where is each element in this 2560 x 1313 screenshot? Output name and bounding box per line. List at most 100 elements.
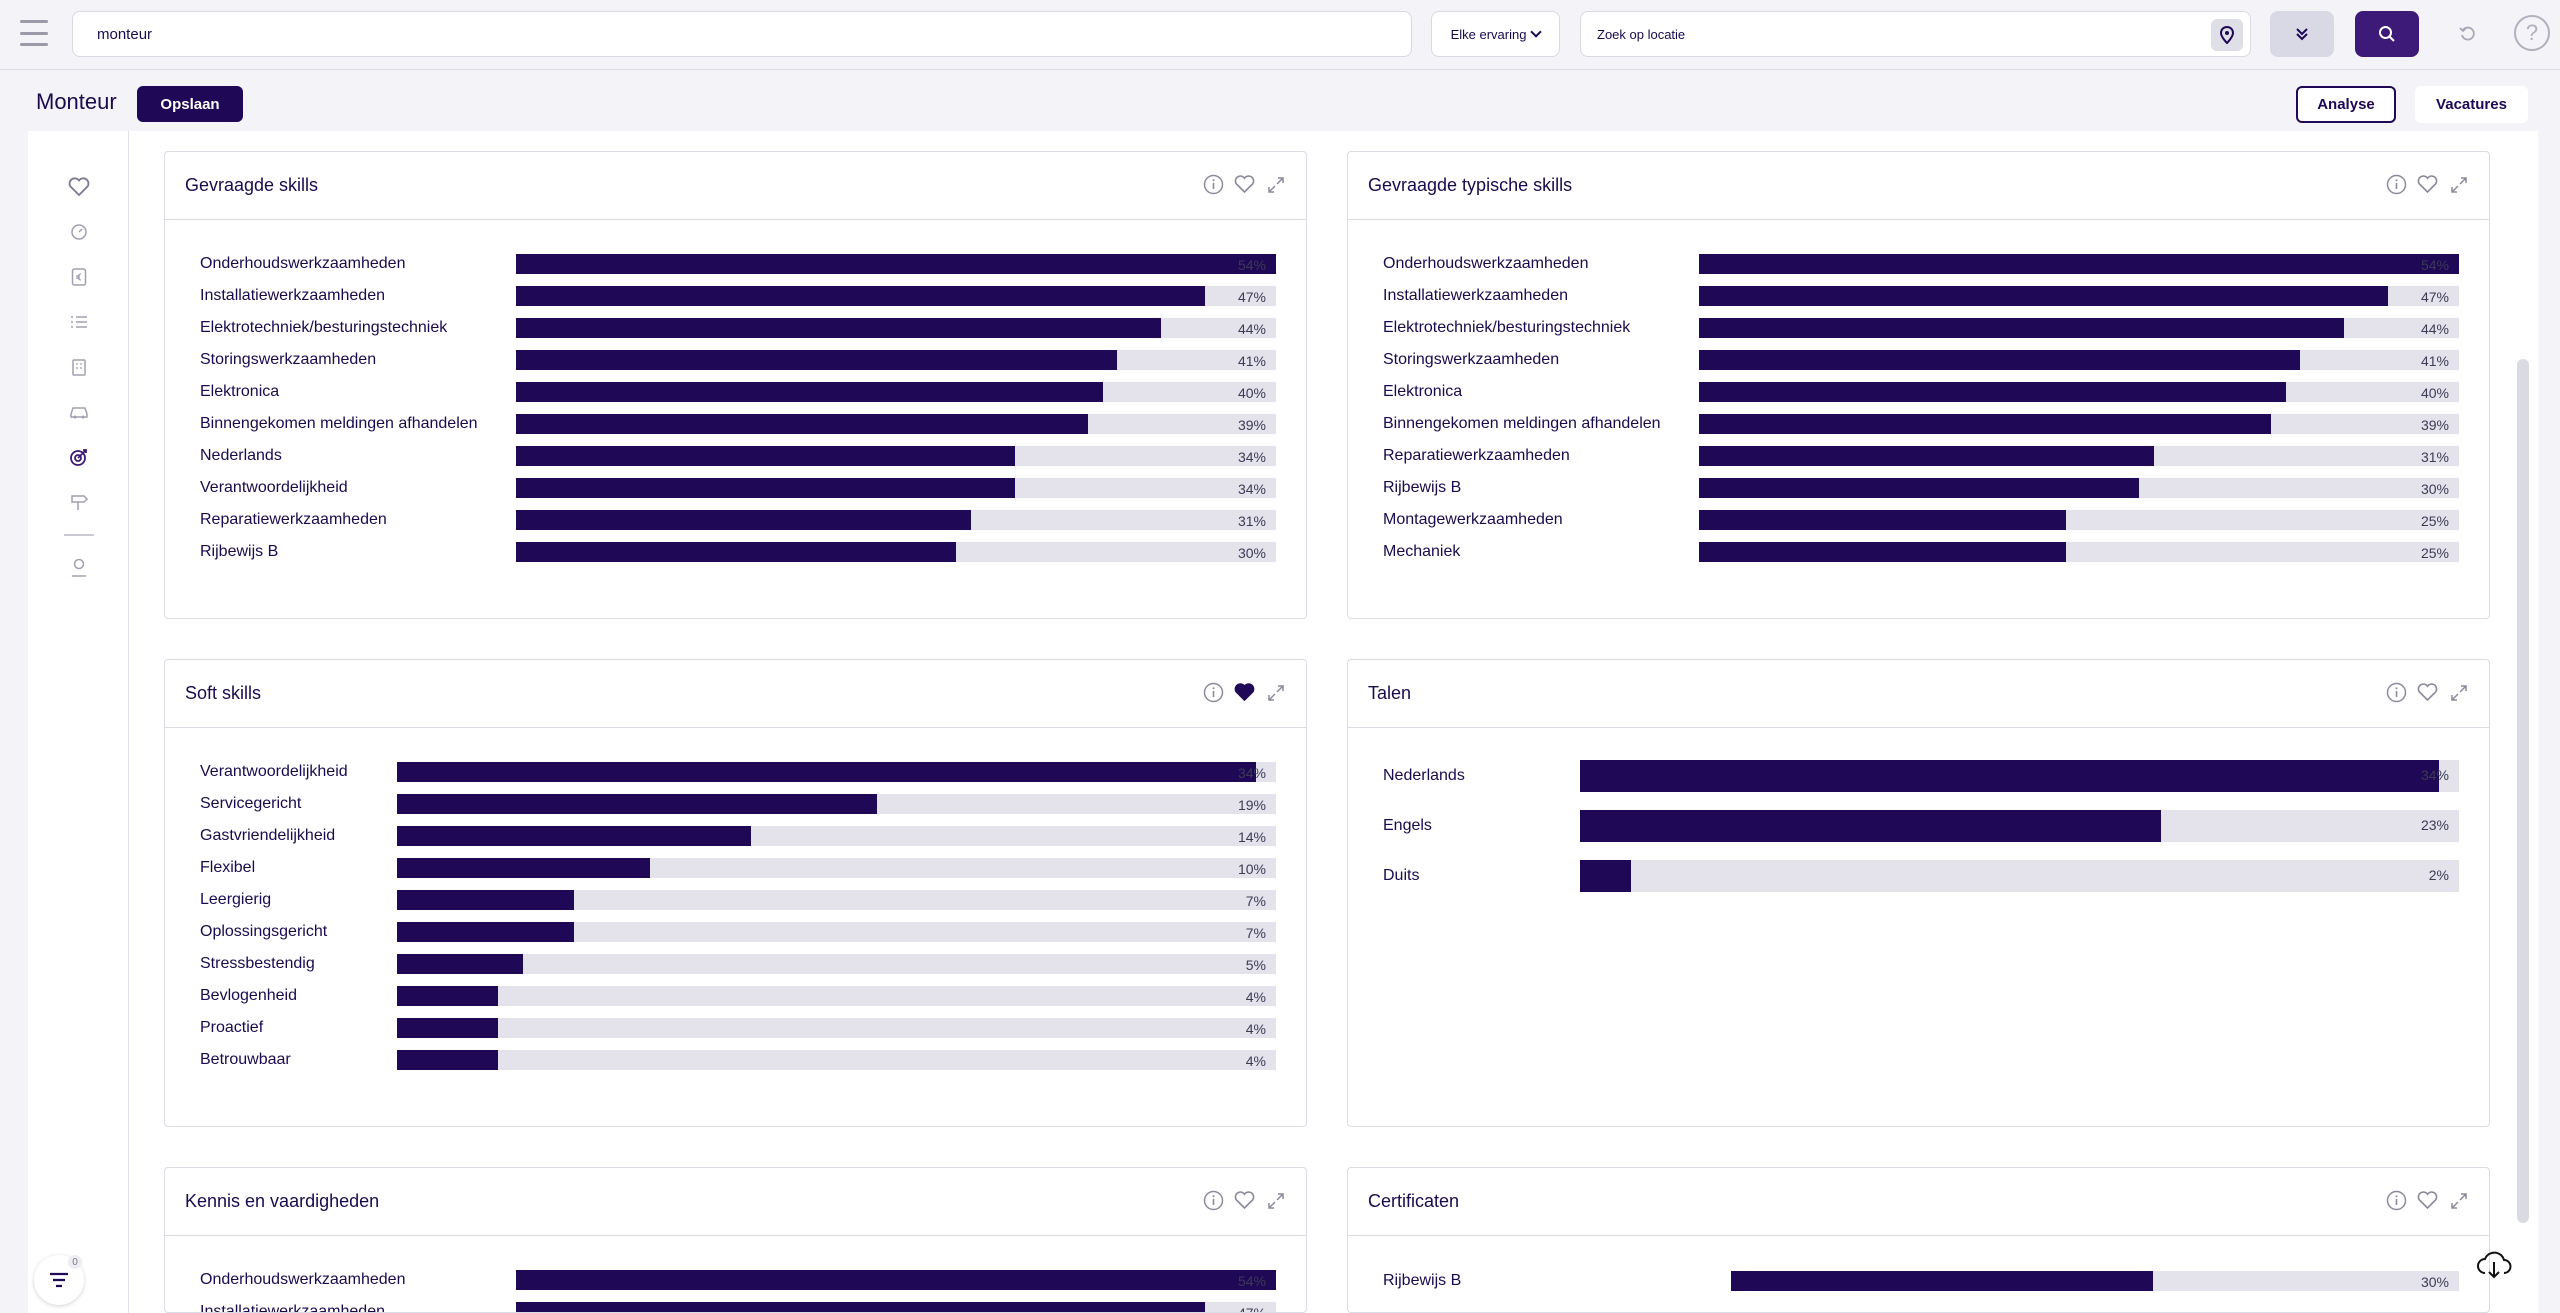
bar-row: Verantwoordelijkheid 34% — [200, 475, 1276, 507]
heart-filled-icon[interactable] — [1234, 682, 1255, 703]
bar-fill — [1699, 286, 2389, 306]
bar-list: Onderhoudswerkzaamheden 54% Installatiewer… — [200, 251, 1276, 571]
heart-icon[interactable] — [2417, 682, 2438, 703]
bar-percentage: 47% — [1237, 1305, 1266, 1313]
reset-icon[interactable] — [2452, 18, 2484, 50]
expand-icon[interactable] — [2448, 1190, 2469, 1211]
heart-icon[interactable] — [1234, 1190, 1255, 1211]
cloud-download-icon[interactable] — [2476, 1250, 2512, 1280]
info-icon[interactable] — [1203, 174, 1224, 195]
speedometer-icon[interactable] — [66, 219, 92, 245]
bar-fill — [397, 954, 524, 974]
bar-fill — [516, 318, 1162, 338]
info-icon[interactable] — [2386, 1190, 2407, 1211]
experience-select-label: Elke ervaring — [1450, 26, 1527, 42]
card-actions — [1203, 682, 1286, 703]
person-icon[interactable] — [66, 554, 92, 580]
bar-label: Oplossingsgericht — [200, 923, 328, 940]
bar-track: 31% — [1699, 446, 2459, 466]
expand-icon[interactable] — [1265, 1190, 1286, 1211]
bar-label: Installatiewerkzaamheden — [1383, 287, 1568, 304]
search-input[interactable]: monteur — [72, 11, 1412, 57]
bar-track: 7% — [397, 922, 1276, 942]
card-title: Soft skills — [185, 683, 262, 703]
bar-list: Rijbewijs B 30% — [1383, 1268, 2459, 1300]
bar-row: Rijbewijs B 30% — [1383, 475, 2459, 507]
menu-icon[interactable] — [20, 20, 48, 46]
bar-track: 2% — [1580, 860, 2459, 892]
bar-fill — [1580, 860, 1631, 892]
scrollbar[interactable] — [2517, 359, 2529, 1223]
heart-icon[interactable] — [66, 174, 92, 200]
bar-label: Servicegericht — [200, 795, 302, 812]
bar-track: 41% — [1699, 350, 2459, 370]
bar-percentage: 44% — [2420, 321, 2449, 337]
car-icon[interactable] — [66, 399, 92, 425]
bar-percentage: 34% — [1237, 481, 1266, 497]
bar-row: Proactief 4% — [200, 1015, 1276, 1047]
location-pin-icon[interactable] — [2211, 19, 2243, 51]
bar-label: Elektrotechniek/besturingstechniek — [200, 319, 448, 336]
bar-fill — [516, 414, 1089, 434]
help-icon[interactable]: ? — [2514, 15, 2550, 51]
bar-label: Reparatiewerkzaamheden — [1383, 447, 1570, 464]
bar-percentage: 5% — [1245, 957, 1266, 973]
bar-row: Stressbestendig 5% — [200, 951, 1276, 983]
bar-track: 30% — [1699, 478, 2459, 498]
bar-fill — [397, 986, 499, 1006]
save-button[interactable]: Opslaan — [137, 86, 243, 122]
expand-icon[interactable] — [2448, 682, 2469, 703]
list-icon[interactable] — [66, 309, 92, 335]
heart-icon[interactable] — [2417, 1190, 2438, 1211]
bar-label: Verantwoordelijkheid — [200, 763, 348, 780]
bar-percentage: 41% — [2420, 353, 2449, 369]
info-icon[interactable] — [1203, 1190, 1224, 1211]
bar-label: Stressbestendig — [200, 955, 315, 972]
analyse-button[interactable]: Analyse — [2296, 86, 2396, 123]
bar-row: Binnengekomen meldingen afhandelen 39% — [200, 411, 1276, 443]
bar-fill — [1699, 350, 2301, 370]
bar-track: 40% — [1699, 382, 2459, 402]
vacatures-button[interactable]: Vacatures — [2415, 86, 2528, 123]
bar-fill — [1731, 1271, 2153, 1291]
bar-fill — [397, 794, 877, 814]
bar-label: Betrouwbaar — [200, 1051, 291, 1068]
bar-row: Onderhoudswerkzaamheden 54% — [200, 251, 1276, 283]
card-title: Gevraagde typische skills — [1368, 175, 1573, 195]
bar-track: 47% — [1699, 286, 2459, 306]
target-icon[interactable] — [66, 444, 92, 470]
heart-icon[interactable] — [1234, 174, 1255, 195]
building-icon[interactable] — [66, 354, 92, 380]
heart-icon[interactable] — [2417, 174, 2438, 195]
bar-track: 39% — [1699, 414, 2459, 434]
bar-fill — [516, 478, 1015, 498]
bar-percentage: 4% — [1245, 1053, 1266, 1069]
expand-icon[interactable] — [1265, 682, 1286, 703]
bar-percentage: 30% — [2420, 1274, 2449, 1290]
search-button[interactable] — [2355, 11, 2419, 57]
bar-percentage: 2% — [2428, 867, 2449, 883]
bar-fill — [397, 1018, 499, 1038]
location-input[interactable]: Zoek op locatie — [1580, 11, 2251, 57]
bar-row: Reparatiewerkzaamheden 31% — [200, 507, 1276, 539]
expand-filters-button[interactable] — [2270, 11, 2334, 57]
bar-track: 31% — [516, 510, 1276, 530]
signpost-icon[interactable] — [66, 489, 92, 515]
bar-track: 54% — [516, 1270, 1276, 1290]
expand-icon[interactable] — [1265, 174, 1286, 195]
bar-row: Installatiewerkzaamheden 47% — [200, 1299, 1276, 1313]
info-icon[interactable] — [2386, 174, 2407, 195]
bar-label: Mechaniek — [1383, 543, 1461, 560]
expand-icon[interactable] — [2448, 174, 2469, 195]
info-icon[interactable] — [1203, 682, 1224, 703]
card-talen: Talen Nederlands 34% Engels 23% Duits 2% — [1347, 659, 2490, 1127]
experience-select[interactable]: Elke ervaring — [1431, 11, 1560, 57]
bar-row: Rijbewijs B 30% — [1383, 1268, 2459, 1300]
info-icon[interactable] — [2386, 682, 2407, 703]
top-search-bar: monteur Elke ervaring Zoek op locatie ? — [0, 0, 2560, 70]
bar-track: 54% — [1699, 254, 2459, 274]
bar-track: 10% — [397, 858, 1276, 878]
bar-row: Onderhoudswerkzaamheden 54% — [1383, 251, 2459, 283]
document-euro-icon[interactable] — [66, 264, 92, 290]
bar-track: 4% — [397, 986, 1276, 1006]
